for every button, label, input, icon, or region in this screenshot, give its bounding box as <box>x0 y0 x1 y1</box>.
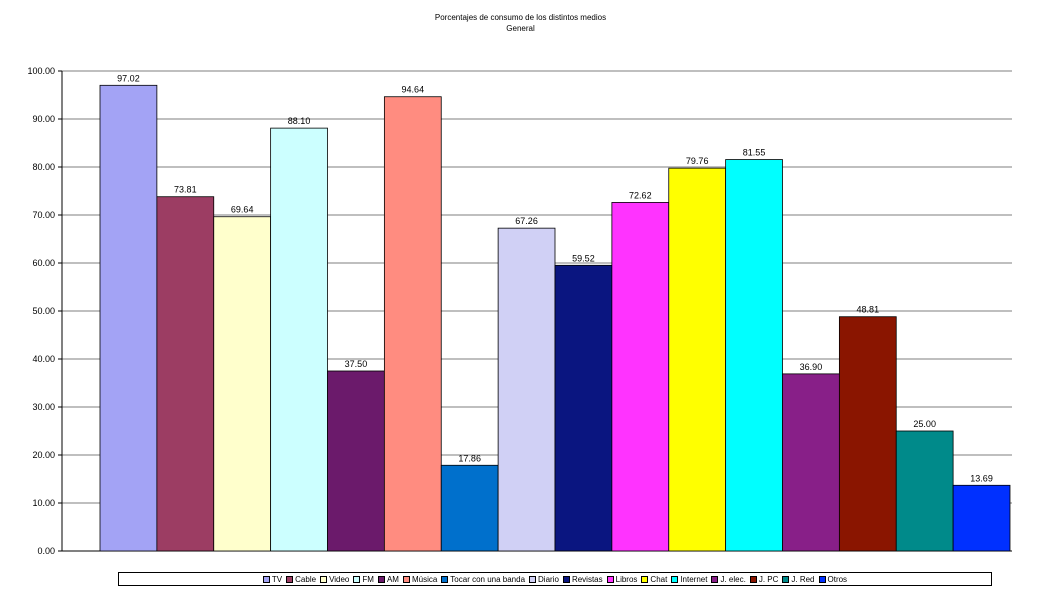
legend-item: Diario <box>529 575 559 584</box>
legend-item: TV <box>262 574 283 584</box>
bar-video <box>213 216 272 552</box>
bar-otros <box>952 484 1011 552</box>
bar-chat <box>668 167 727 552</box>
legend-label: Diario <box>538 574 559 584</box>
legend-item: Libros <box>606 574 638 584</box>
y-tick-label: 90.00 <box>32 114 55 124</box>
legend-label: J. Red <box>791 574 815 584</box>
legend-swatch <box>782 575 790 583</box>
chart-title: Porcentajes de consumo de los distintos … <box>434 13 607 22</box>
legend-swatch <box>353 575 361 583</box>
data-label: 17.86 <box>458 453 481 463</box>
data-label: 79.76 <box>686 156 709 166</box>
bar-cable <box>156 196 215 552</box>
y-tick-label: 70.00 <box>32 210 55 220</box>
bar-diario <box>497 227 556 552</box>
legend-item: J. elec. <box>711 574 746 584</box>
y-tick-label: 40.00 <box>32 354 55 364</box>
data-label: 36.90 <box>800 362 823 372</box>
data-label: 73.81 <box>174 185 197 195</box>
data-label: 25.00 <box>913 419 936 429</box>
bar-tv <box>99 84 158 552</box>
legend-label: FM <box>362 574 374 584</box>
legend-swatch <box>441 575 449 583</box>
legend-swatch <box>711 575 719 583</box>
y-tick-label: 20.00 <box>32 450 55 460</box>
data-label: 48.81 <box>857 305 880 315</box>
legend-label: Música <box>411 574 438 584</box>
bar-libros <box>611 202 670 552</box>
legend-item: Chat <box>641 575 667 584</box>
legend-label: Revistas <box>571 574 603 584</box>
legend-item: J. Red <box>782 574 815 584</box>
legend-item: Tocar con una banda <box>441 575 525 584</box>
legend-swatch <box>562 575 570 583</box>
data-label: 59.52 <box>572 253 595 263</box>
legend-item: Música <box>402 574 438 584</box>
bar-internet <box>725 159 783 552</box>
legend-label: Cable <box>295 574 317 584</box>
legend-item: Cable <box>286 575 316 584</box>
legend-swatch <box>402 575 410 583</box>
legend-label: Chat <box>650 574 668 584</box>
legend-label: Tocar con una banda <box>450 574 526 584</box>
y-tick-label: 30.00 <box>32 402 55 412</box>
legend-swatch <box>262 575 270 583</box>
legend-label: J. elec. <box>720 574 746 584</box>
legend-swatch <box>320 575 328 583</box>
legend-swatch <box>529 575 537 583</box>
legend-item: Video <box>320 575 349 584</box>
legend-label: Otros <box>827 574 848 584</box>
legend-swatch <box>749 575 757 583</box>
data-label: 97.02 <box>117 73 140 83</box>
legend-item: AM <box>377 574 399 584</box>
y-tick-label: 50.00 <box>32 306 55 316</box>
data-label: 72.62 <box>629 190 652 200</box>
bar-am <box>327 370 385 552</box>
legend-swatch <box>377 575 385 583</box>
bar-m-sica <box>383 96 442 552</box>
chart-subtitle: General <box>506 24 535 33</box>
bar-j-pc <box>838 316 897 552</box>
legend-swatch <box>641 575 649 583</box>
y-tick-label: 80.00 <box>32 162 55 172</box>
legend-item: Revistas <box>562 574 603 584</box>
legend-swatch <box>286 575 294 583</box>
bar-tocar-con-una-banda <box>440 464 499 552</box>
y-tick-label: 10.00 <box>32 498 55 508</box>
chart-legend: TV Cable Video FM AM Música Tocar con una band… <box>118 572 992 586</box>
legend-label: AM <box>386 574 399 584</box>
y-tick-label: 60.00 <box>32 258 55 268</box>
data-label: 13.69 <box>970 473 993 483</box>
legend-label: TV <box>271 574 283 584</box>
y-tick-label: 100.00 <box>27 66 55 76</box>
legend-label: Video <box>329 574 350 584</box>
legend-item: FM <box>353 575 374 584</box>
data-label: 67.26 <box>515 216 538 226</box>
legend-item: Otros <box>818 574 848 584</box>
legend-swatch <box>818 575 826 583</box>
legend-swatch <box>671 575 679 583</box>
data-label: 88.10 <box>288 116 311 126</box>
legend-item: Internet <box>671 575 707 584</box>
bar-j-elec <box>782 373 840 552</box>
legend-label: Libros <box>615 574 638 584</box>
legend-label: Internet <box>680 574 708 584</box>
bar-j-red <box>895 430 954 552</box>
data-label: 81.55 <box>743 148 766 158</box>
data-label: 37.50 <box>345 359 368 369</box>
legend-swatch <box>606 575 614 583</box>
data-label: 94.64 <box>402 85 425 95</box>
bar-fm <box>270 127 328 552</box>
data-label: 69.64 <box>231 205 254 215</box>
bar-revistas <box>554 264 613 552</box>
legend-label: J. PC <box>758 574 779 584</box>
y-tick-label: 0.00 <box>37 546 55 556</box>
legend-item: J. PC <box>749 574 779 584</box>
